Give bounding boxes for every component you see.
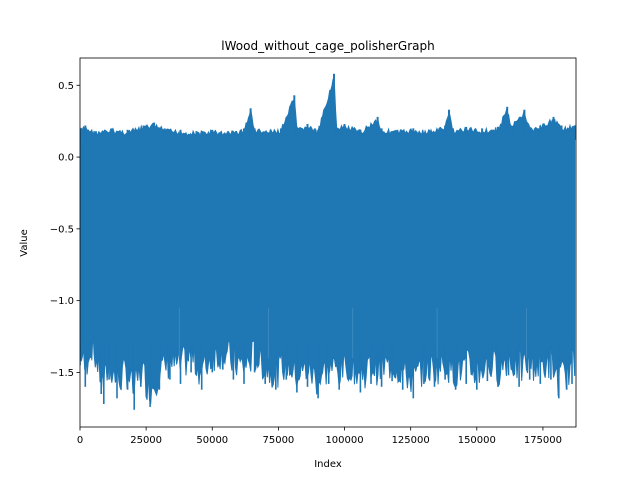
x-tick-label: 125000: [392, 435, 430, 446]
x-tick-label: 100000: [325, 435, 363, 446]
y-axis-label: Value: [19, 229, 30, 256]
y-tick-label: −1.5: [50, 368, 74, 379]
x-tick-label: 150000: [458, 435, 496, 446]
x-axis-ticks: 0 25000 50000 75000 100000 125000 150000 175000: [77, 427, 562, 446]
x-tick-label: 175000: [524, 435, 562, 446]
plot-area: [79, 57, 577, 428]
axes-frame: [79, 57, 577, 428]
series-signal: [80, 73, 576, 410]
y-axis-ticks: 0.5 0.0 −0.5 −1.0 −1.5: [50, 81, 80, 379]
x-tick-label: 50000: [196, 435, 228, 446]
x-tick-label: 75000: [262, 435, 294, 446]
y-tick-label: 0.5: [58, 81, 74, 92]
x-tick-label: 25000: [130, 435, 162, 446]
y-tick-label: −0.5: [50, 224, 74, 235]
x-axis-label: Index: [314, 459, 342, 470]
y-tick-label: −1.0: [50, 296, 74, 307]
x-tick-label: 0: [77, 435, 83, 446]
chart-title: lWood_without_cage_polisherGraph: [221, 39, 434, 53]
y-tick-label: 0.0: [58, 153, 74, 164]
